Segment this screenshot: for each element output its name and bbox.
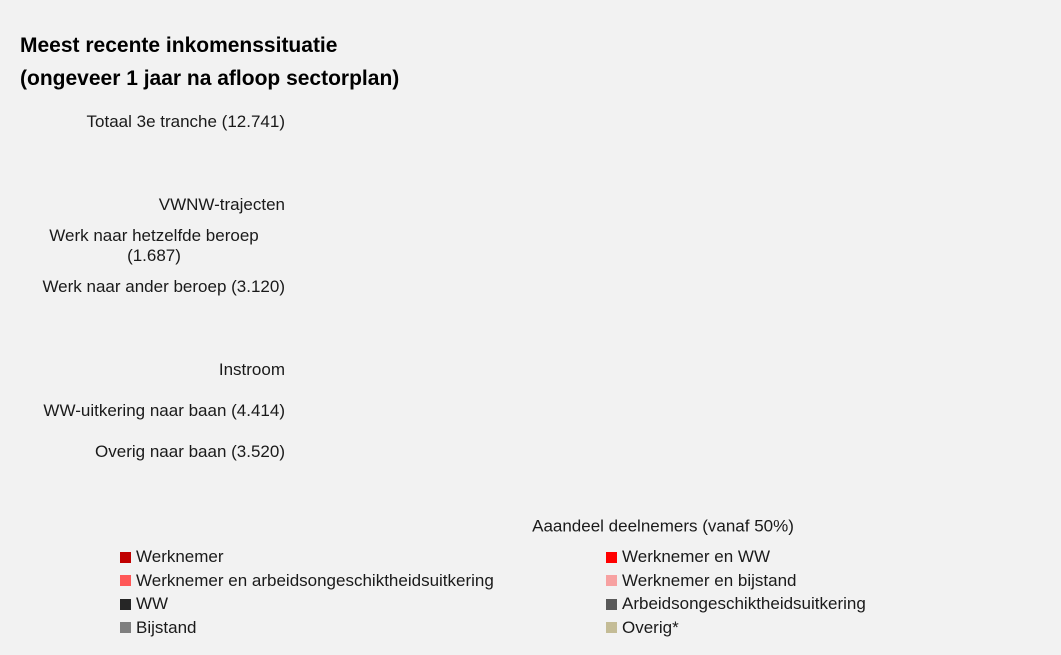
- category-label: Instroom: [218, 359, 285, 379]
- legend-item: Werknemer en bijstand: [606, 571, 797, 591]
- legend-label: Overig*: [622, 617, 679, 637]
- legend-label: Werknemer en arbeidsongeschiktheidsuitke…: [136, 570, 494, 590]
- legend-label: Werknemer en WW: [622, 547, 770, 566]
- category-label-box: Instroom: [219, 340, 285, 400]
- category-label: WW-uitkering naar baan (4.414): [43, 400, 285, 420]
- chart-subtitle: (ongeveer 1 jaar na afloop sectorplan): [20, 67, 400, 90]
- chart-title: Meest recente inkomenssituatie: [20, 34, 338, 57]
- category-label-box: Werk naar hetzelfde beroep (1.687): [23, 216, 285, 276]
- category-label: VWNW-trajecten: [158, 194, 285, 214]
- category-label-box: VWNW-trajecten: [159, 175, 285, 235]
- category-label-box: Overig naar baan (3.520): [95, 422, 285, 482]
- legend-label: Bijstand: [136, 617, 197, 637]
- legend-label: Arbeidsongeschiktheidsuitkering: [622, 594, 866, 613]
- legend-item: Werknemer en WW: [606, 547, 770, 567]
- legend-item: Werknemer: [120, 547, 224, 567]
- legend-label: Werknemer en bijstand: [622, 570, 797, 590]
- category-label: Overig naar baan (3.520): [95, 442, 285, 461]
- legend-swatch: [120, 598, 131, 610]
- category-label-box: Werk naar ander beroep (3.120): [42, 257, 285, 317]
- legend-item: WW: [120, 594, 168, 614]
- legend-swatch: [120, 551, 131, 563]
- legend-label: Werknemer: [136, 547, 224, 566]
- legend-swatch: [120, 622, 131, 633]
- legend-swatch: [606, 622, 617, 633]
- category-label-box: WW-uitkering naar baan (4.414): [43, 381, 285, 441]
- legend-label: WW: [136, 594, 169, 613]
- category-label: Totaal 3e tranche (12.741): [86, 112, 285, 131]
- legend-swatch: [606, 551, 617, 563]
- legend-swatch: [606, 598, 617, 610]
- category-label: Werk naar hetzelfde beroep (1.687): [49, 225, 259, 265]
- legend-item: Werknemer en arbeidsongeschiktheidsuitke…: [120, 571, 494, 591]
- x-axis-label: Aaandeel deelnemers (vanaf 50%): [532, 516, 794, 535]
- legend-swatch: [120, 575, 131, 586]
- category-label: Werk naar ander beroep (3.120): [42, 277, 285, 296]
- legend-swatch: [606, 575, 617, 586]
- legend-item: Bijstand: [120, 618, 196, 638]
- legend-item: Overig*: [606, 618, 679, 638]
- legend-item: Arbeidsongeschiktheidsuitkering: [606, 594, 866, 614]
- category-label-box: Totaal 3e tranche (12.741): [87, 92, 285, 152]
